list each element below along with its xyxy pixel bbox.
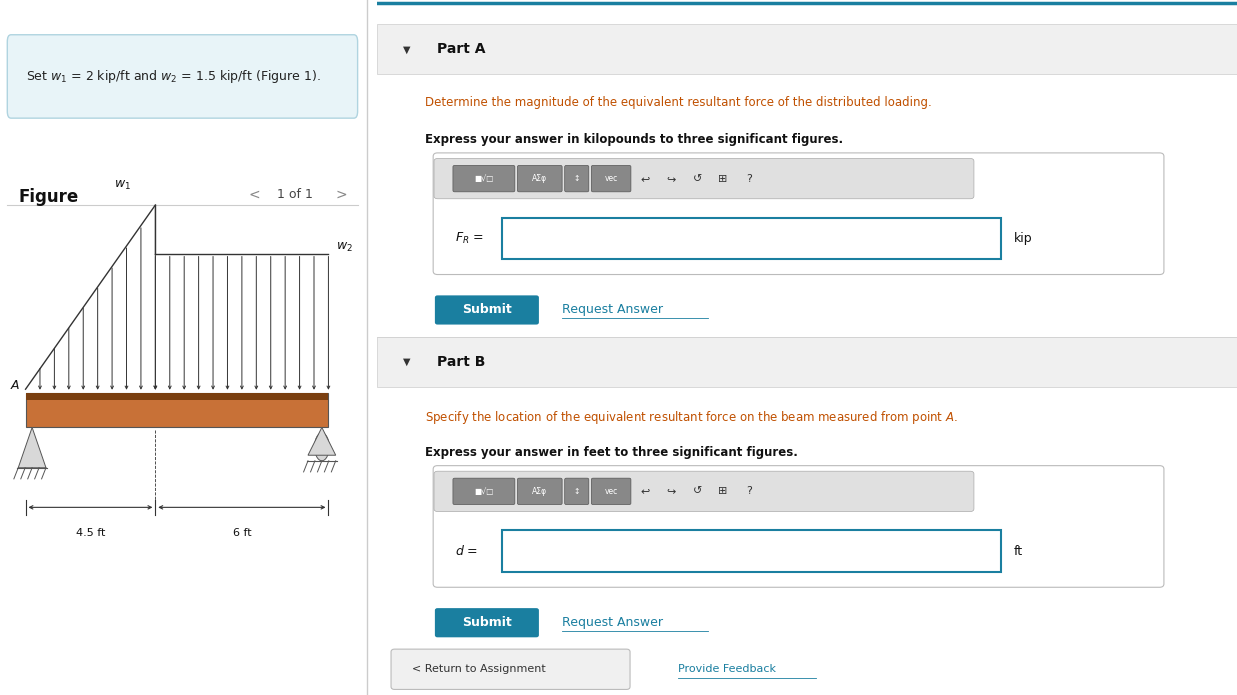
Text: Determine the magnitude of the equivalent resultant force of the distributed loa: Determine the magnitude of the equivalen…: [424, 96, 931, 109]
Text: 4.5 ft: 4.5 ft: [75, 528, 105, 538]
Text: ft: ft: [1013, 545, 1023, 557]
Polygon shape: [308, 427, 335, 455]
Text: 1 of 1: 1 of 1: [277, 188, 313, 201]
Text: Set $w_1$ = 2 kip/ft and $w_2$ = 1.5 kip/ft (Figure 1).: Set $w_1$ = 2 kip/ft and $w_2$ = 1.5 kip…: [26, 68, 320, 85]
FancyBboxPatch shape: [517, 165, 562, 192]
FancyBboxPatch shape: [591, 478, 631, 505]
Text: $A$: $A$: [10, 379, 20, 392]
Text: Part B: Part B: [438, 355, 486, 369]
Text: Submit: Submit: [463, 616, 512, 629]
Text: Express your answer in feet to three significant figures.: Express your answer in feet to three sig…: [424, 446, 798, 459]
Text: $w_2$: $w_2$: [335, 241, 353, 254]
Text: $w_1$: $w_1$: [114, 179, 131, 192]
FancyBboxPatch shape: [433, 153, 1164, 275]
Bar: [26, 393, 328, 427]
FancyBboxPatch shape: [377, 337, 1237, 387]
Text: < Return to Assignment: < Return to Assignment: [412, 664, 546, 674]
FancyBboxPatch shape: [435, 295, 539, 325]
FancyBboxPatch shape: [565, 165, 589, 192]
FancyBboxPatch shape: [435, 608, 539, 637]
FancyBboxPatch shape: [433, 466, 1164, 587]
Text: ▼: ▼: [403, 357, 411, 367]
Text: 6 ft: 6 ft: [233, 528, 251, 538]
FancyBboxPatch shape: [502, 218, 1001, 259]
Text: Request Answer: Request Answer: [562, 304, 663, 316]
Text: Submit: Submit: [463, 304, 512, 316]
Polygon shape: [19, 427, 46, 468]
Text: ?: ?: [746, 174, 752, 183]
Text: Specify the location of the equivalent resultant force on the beam measured from: Specify the location of the equivalent r…: [424, 409, 957, 425]
Text: ΑΣφ: ΑΣφ: [532, 174, 547, 183]
Text: vec: vec: [605, 487, 617, 496]
Text: ⊞: ⊞: [719, 174, 727, 183]
Text: Figure: Figure: [19, 188, 78, 206]
Text: ↪: ↪: [667, 174, 675, 183]
Text: ?: ?: [746, 486, 752, 496]
Text: <: <: [249, 188, 260, 202]
Text: $d$ =: $d$ =: [455, 544, 477, 558]
Text: Request Answer: Request Answer: [562, 616, 663, 629]
Text: ▼: ▼: [403, 44, 411, 54]
FancyBboxPatch shape: [565, 478, 589, 505]
Text: ↕: ↕: [574, 487, 580, 496]
Text: Part A: Part A: [438, 42, 486, 56]
Text: vec: vec: [605, 174, 617, 183]
Text: ⊞: ⊞: [719, 486, 727, 496]
Text: ↺: ↺: [693, 174, 701, 183]
Circle shape: [314, 433, 329, 461]
FancyBboxPatch shape: [377, 24, 1237, 74]
Text: ↩: ↩: [641, 174, 651, 183]
Text: $F_R$ =: $F_R$ =: [455, 231, 484, 246]
FancyBboxPatch shape: [517, 478, 562, 505]
FancyBboxPatch shape: [453, 165, 515, 192]
Text: Provide Feedback: Provide Feedback: [678, 664, 776, 674]
FancyBboxPatch shape: [591, 165, 631, 192]
FancyBboxPatch shape: [453, 478, 515, 505]
Text: ■√□: ■√□: [474, 487, 494, 496]
FancyBboxPatch shape: [502, 530, 1001, 572]
Text: ↕: ↕: [574, 174, 580, 183]
Bar: [26, 393, 328, 400]
Text: kip: kip: [1013, 232, 1032, 245]
Text: ΑΣφ: ΑΣφ: [532, 487, 547, 496]
FancyBboxPatch shape: [434, 158, 974, 199]
Text: Express your answer in kilopounds to three significant figures.: Express your answer in kilopounds to thr…: [424, 133, 842, 147]
Text: ↩: ↩: [641, 486, 651, 496]
Text: ↪: ↪: [667, 486, 675, 496]
FancyBboxPatch shape: [391, 649, 630, 689]
Text: >: >: [335, 188, 348, 202]
Text: ■√□: ■√□: [474, 174, 494, 183]
Text: ↺: ↺: [693, 486, 701, 496]
FancyBboxPatch shape: [7, 35, 357, 118]
FancyBboxPatch shape: [434, 471, 974, 512]
